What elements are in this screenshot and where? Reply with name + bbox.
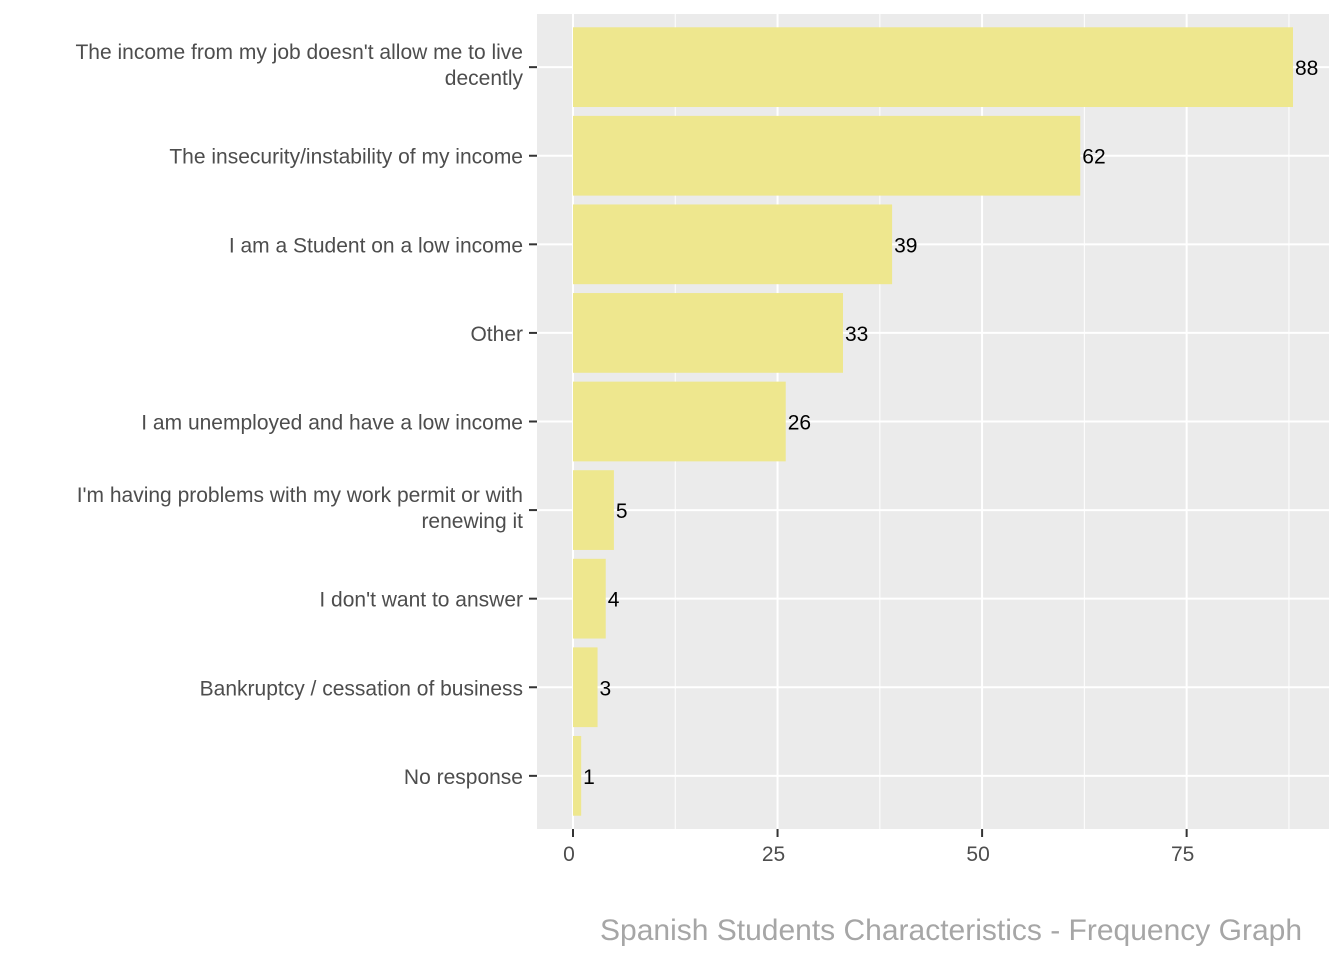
category-label-line: Bankruptcy / cessation of business <box>200 677 523 700</box>
value-label: 1 <box>583 766 595 789</box>
x-axis-ticks: 0 25 50 75 <box>563 829 1194 866</box>
x-tick-label: 75 <box>1171 843 1194 866</box>
category-label: Bankruptcy / cessation of business <box>200 677 523 700</box>
category-label: I am unemployed and have a low income <box>141 412 523 435</box>
category-label: I'm having problems with my work permit … <box>77 484 523 533</box>
category-label-line: The insecurity/instability of my income <box>169 146 523 169</box>
category-label-line: No response <box>404 766 523 789</box>
bar <box>573 293 843 373</box>
bar <box>573 381 786 462</box>
category-label: I don't want to answer <box>319 589 523 612</box>
category-label-line: I am a Student on a low income <box>229 234 523 257</box>
category-label: No response <box>404 766 523 789</box>
value-label: 5 <box>616 500 628 523</box>
category-label: The insecurity/instability of my income <box>169 146 523 169</box>
value-label: 88 <box>1295 57 1318 80</box>
value-label: 26 <box>788 412 811 435</box>
value-label: 62 <box>1082 146 1105 169</box>
chart-caption: Spanish Students Characteristics - Frequ… <box>600 914 1302 947</box>
bar <box>573 558 606 639</box>
bar <box>573 27 1293 108</box>
category-label-line: renewing it <box>421 510 523 533</box>
category-label-line: I am unemployed and have a low income <box>141 412 523 435</box>
x-tick-label: 50 <box>966 843 989 866</box>
category-label-line: The income from my job doesn't allow me … <box>75 41 523 64</box>
bar <box>573 470 614 550</box>
value-labels: 88 62 39 33 26 5 4 3 1 <box>583 57 1318 789</box>
bar <box>573 115 1081 196</box>
bar <box>573 735 582 816</box>
value-label: 4 <box>608 589 620 612</box>
bar <box>573 647 598 728</box>
category-label-line: Other <box>470 323 523 346</box>
category-labels: The income from my job doesn't allow me … <box>75 41 537 789</box>
x-tick-label: 0 <box>563 843 575 866</box>
category-label: The income from my job doesn't allow me … <box>75 41 523 90</box>
bars <box>573 27 1293 816</box>
x-tick-label: 25 <box>762 843 785 866</box>
bar <box>573 204 893 285</box>
category-label-line: decently <box>445 67 524 90</box>
value-label: 39 <box>894 234 917 257</box>
category-label-line: I don't want to answer <box>319 589 523 612</box>
category-label: Other <box>470 323 523 346</box>
value-label: 3 <box>600 677 612 700</box>
value-label: 33 <box>845 323 868 346</box>
category-label-line: I'm having problems with my work permit … <box>77 484 523 507</box>
category-label: I am a Student on a low income <box>229 234 523 257</box>
